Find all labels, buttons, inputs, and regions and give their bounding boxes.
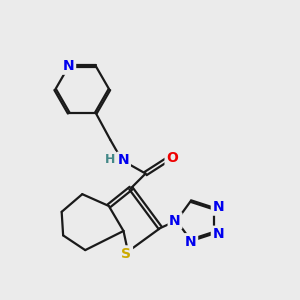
Text: H: H <box>104 153 115 166</box>
Text: N: N <box>63 59 74 73</box>
Text: N: N <box>185 235 197 249</box>
Text: N: N <box>169 214 181 228</box>
Text: N: N <box>118 153 129 167</box>
Text: N: N <box>212 200 224 214</box>
Text: O: O <box>166 151 178 165</box>
Text: S: S <box>122 247 131 261</box>
Text: N: N <box>212 227 224 241</box>
